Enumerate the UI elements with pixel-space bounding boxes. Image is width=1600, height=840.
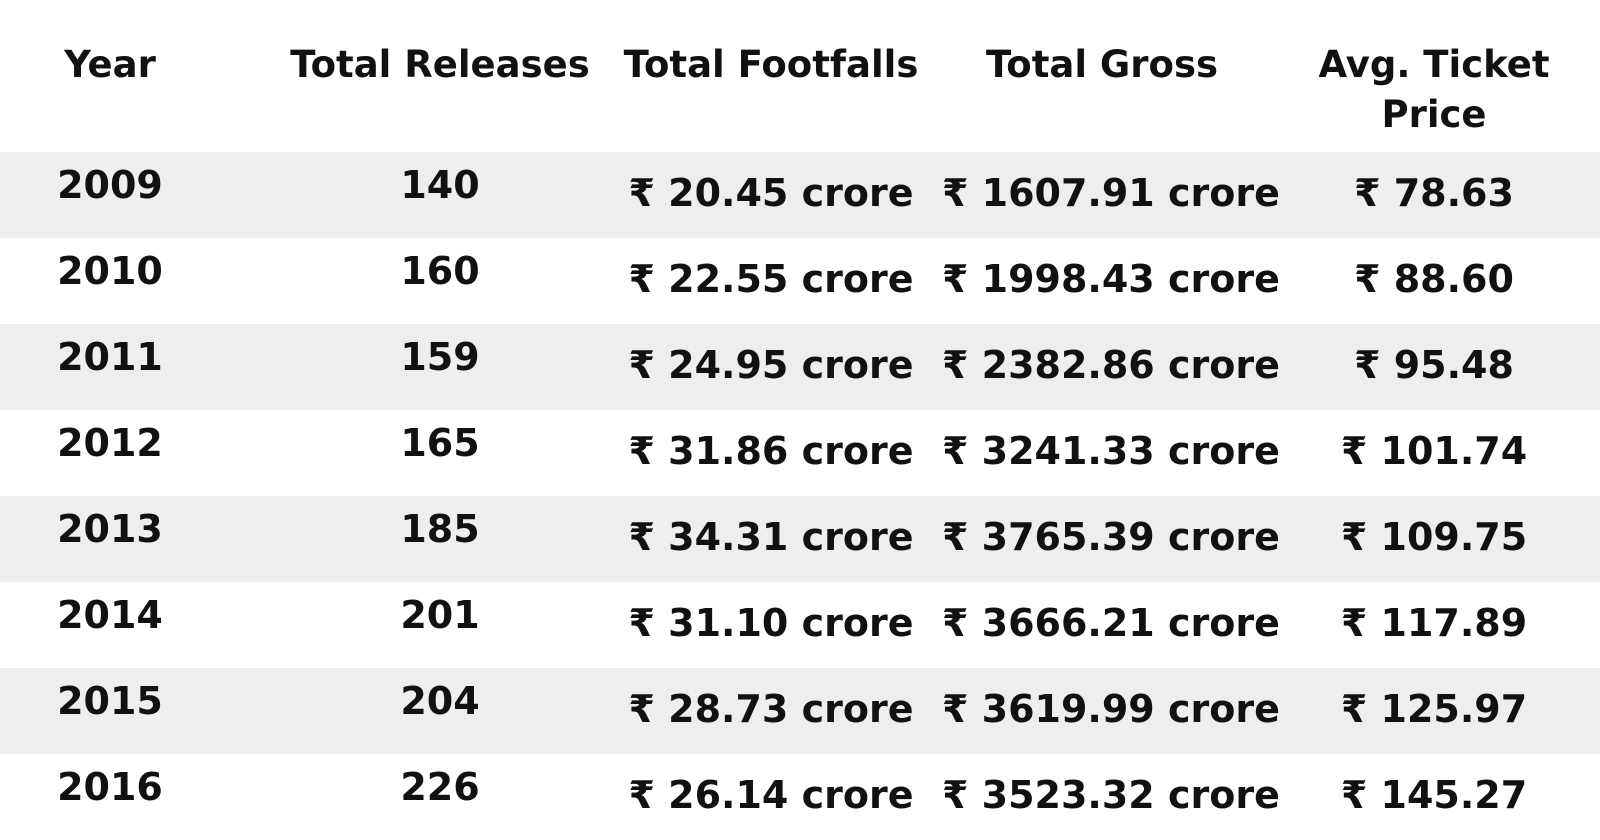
table-cell: ₹ 2382.86 crore	[942, 343, 1280, 387]
header-cell: Total Gross	[985, 43, 1219, 86]
header-cell: Year	[64, 43, 156, 86]
table-cell: 160	[400, 249, 480, 293]
table-cell: ₹ 24.95 crore	[628, 343, 914, 387]
table-row: 2009 140 ₹ 20.45 crore ₹ 1607.91 crore ₹ 78.…	[0, 152, 1600, 238]
table-cell: ₹ 101.74	[1340, 429, 1528, 473]
table-cell: 2009	[57, 163, 163, 207]
table-cell: ₹ 1607.91 crore	[942, 171, 1280, 215]
table-cell: ₹ 109.75	[1340, 515, 1528, 559]
table-cell: ₹ 125.97	[1340, 687, 1528, 731]
table-cell: ₹ 145.27	[1340, 773, 1528, 817]
table-row: 2014 201 ₹ 31.10 crore ₹ 3666.21 crore ₹ 117…	[0, 582, 1600, 668]
table-cell: ₹ 3666.21 crore	[942, 601, 1280, 645]
table-cell: 2016	[57, 765, 163, 809]
table-row: 2015 204 ₹ 28.73 crore ₹ 3619.99 crore ₹ 125…	[0, 668, 1600, 754]
table-cell: 2013	[57, 507, 163, 551]
table-cell: 140	[400, 163, 480, 207]
header-cell: Avg. Ticket Price	[1318, 43, 1550, 136]
table-cell: ₹ 31.86 crore	[628, 429, 914, 473]
table-cell: 204	[400, 679, 480, 723]
table-cell: ₹ 78.63	[1354, 171, 1514, 215]
table-cell: ₹ 22.55 crore	[628, 257, 914, 301]
table-row: 2011 159 ₹ 24.95 crore ₹ 2382.86 crore ₹ 95.…	[0, 324, 1600, 410]
header-cell: Total Releases	[290, 43, 590, 86]
table-cell: 165	[400, 421, 480, 465]
table-cell: 201	[400, 593, 480, 637]
table-cell: ₹ 31.10 crore	[628, 601, 914, 645]
table-cell: ₹ 20.45 crore	[628, 171, 914, 215]
header-cell: Total Footfalls	[623, 43, 919, 86]
table-row: 2010 160 ₹ 22.55 crore ₹ 1998.43 crore ₹ 88.…	[0, 238, 1600, 324]
table-cell: 159	[400, 335, 480, 379]
table-row: 2013 185 ₹ 34.31 crore ₹ 3765.39 crore ₹ 109…	[0, 496, 1600, 582]
table-cell: 2015	[57, 679, 163, 723]
table-cell: ₹ 28.73 crore	[628, 687, 914, 731]
table-cell: 2010	[57, 249, 163, 293]
table-cell: 2011	[57, 335, 163, 379]
table-cell: ₹ 95.48	[1354, 343, 1514, 387]
table-row: 2016 226 ₹ 26.14 crore ₹ 3523.32 crore ₹ 145…	[0, 754, 1600, 840]
table-cell: 2014	[57, 593, 163, 637]
table-cell: ₹ 3523.32 crore	[942, 773, 1280, 817]
table-cell: ₹ 34.31 crore	[628, 515, 914, 559]
table-cell: ₹ 3619.99 crore	[942, 687, 1280, 731]
table-cell: ₹ 26.14 crore	[628, 773, 914, 817]
table-cell: ₹ 3241.33 crore	[942, 429, 1280, 473]
table-cell: 185	[400, 507, 480, 551]
table-row: 2012 165 ₹ 31.86 crore ₹ 3241.33 crore ₹ 101…	[0, 410, 1600, 496]
table-cell: 2012	[57, 421, 163, 465]
table-cell: ₹ 88.60	[1354, 257, 1514, 301]
table-cell: ₹ 1998.43 crore	[942, 257, 1280, 301]
table-cell: 226	[400, 765, 480, 809]
table-cell: ₹ 117.89	[1340, 601, 1528, 645]
table-cell: ₹ 3765.39 crore	[942, 515, 1280, 559]
